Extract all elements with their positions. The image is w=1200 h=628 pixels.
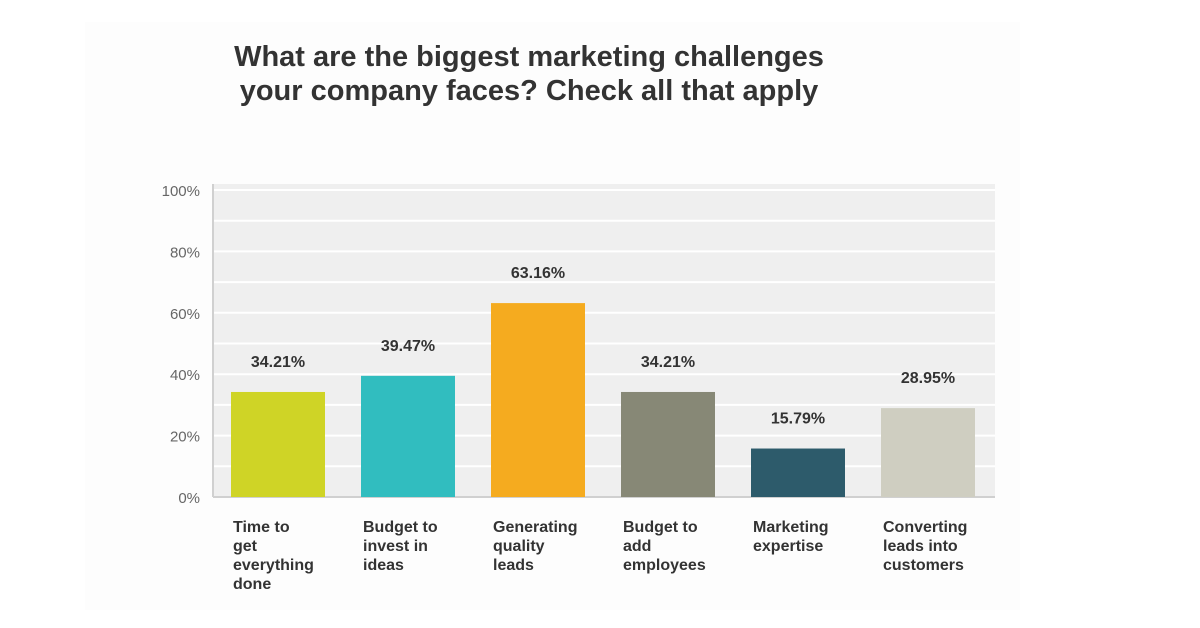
data-label: 34.21% [641, 354, 695, 371]
bar [491, 303, 585, 497]
x-tick-label: Budget to invest in ideas [363, 518, 463, 575]
x-tick-label: Budget to add employees [623, 518, 723, 575]
data-label: 15.79% [771, 411, 825, 428]
x-tick-label-line: everything [233, 557, 314, 574]
x-tick-label-line: get [233, 538, 257, 555]
x-tick-label-line: ideas [363, 557, 404, 574]
data-label: 63.16% [511, 265, 565, 282]
y-tick-label: 20% [170, 429, 200, 446]
title-line-2: your company faces? Check all that apply [239, 75, 819, 107]
data-label: 34.21% [251, 354, 305, 371]
y-tick-label: 100% [162, 183, 200, 200]
x-tick-label-line: customers [883, 557, 964, 574]
bar [361, 375, 455, 497]
x-tick-label: Time to get everything done [233, 518, 333, 594]
bar [881, 408, 975, 497]
x-tick-label: Marketing expertise [753, 518, 853, 556]
x-tick-label-line: Generating [493, 519, 578, 536]
y-tick-label: 80% [170, 244, 200, 261]
x-tick-label-line: done [233, 576, 272, 593]
x-tick-label: Generating quality leads [493, 518, 593, 575]
bar [751, 448, 845, 497]
x-tick-label-line: add [623, 538, 652, 555]
x-tick-label-line: Marketing [753, 519, 829, 536]
data-label: 28.95% [901, 370, 955, 387]
data-label: 39.47% [381, 338, 435, 355]
bar [231, 391, 325, 497]
y-tick-label: 60% [170, 306, 200, 323]
bar [621, 391, 715, 497]
x-tick-label-line: quality [493, 538, 545, 555]
x-tick-label-line: Budget to [623, 519, 698, 536]
x-tick-label-line: leads [493, 557, 534, 574]
y-tick-label: 40% [170, 367, 200, 384]
chart-title: What are the biggest marketing challenge… [0, 40, 1058, 108]
plot-area [213, 184, 995, 497]
x-tick-label-line: Budget to [363, 519, 438, 536]
title-line-1: What are the biggest marketing challenge… [234, 41, 824, 73]
x-tick-label-line: leads into [883, 538, 958, 555]
x-tick-label-line: expertise [753, 538, 824, 555]
x-tick-label-line: Time to [233, 519, 290, 536]
y-tick-label: 0% [178, 490, 200, 507]
x-tick-label-line: employees [623, 557, 706, 574]
x-tick-label: Converting leads into customers [883, 518, 983, 575]
x-tick-label-line: Converting [883, 519, 968, 536]
x-tick-label-line: invest in [363, 538, 428, 555]
